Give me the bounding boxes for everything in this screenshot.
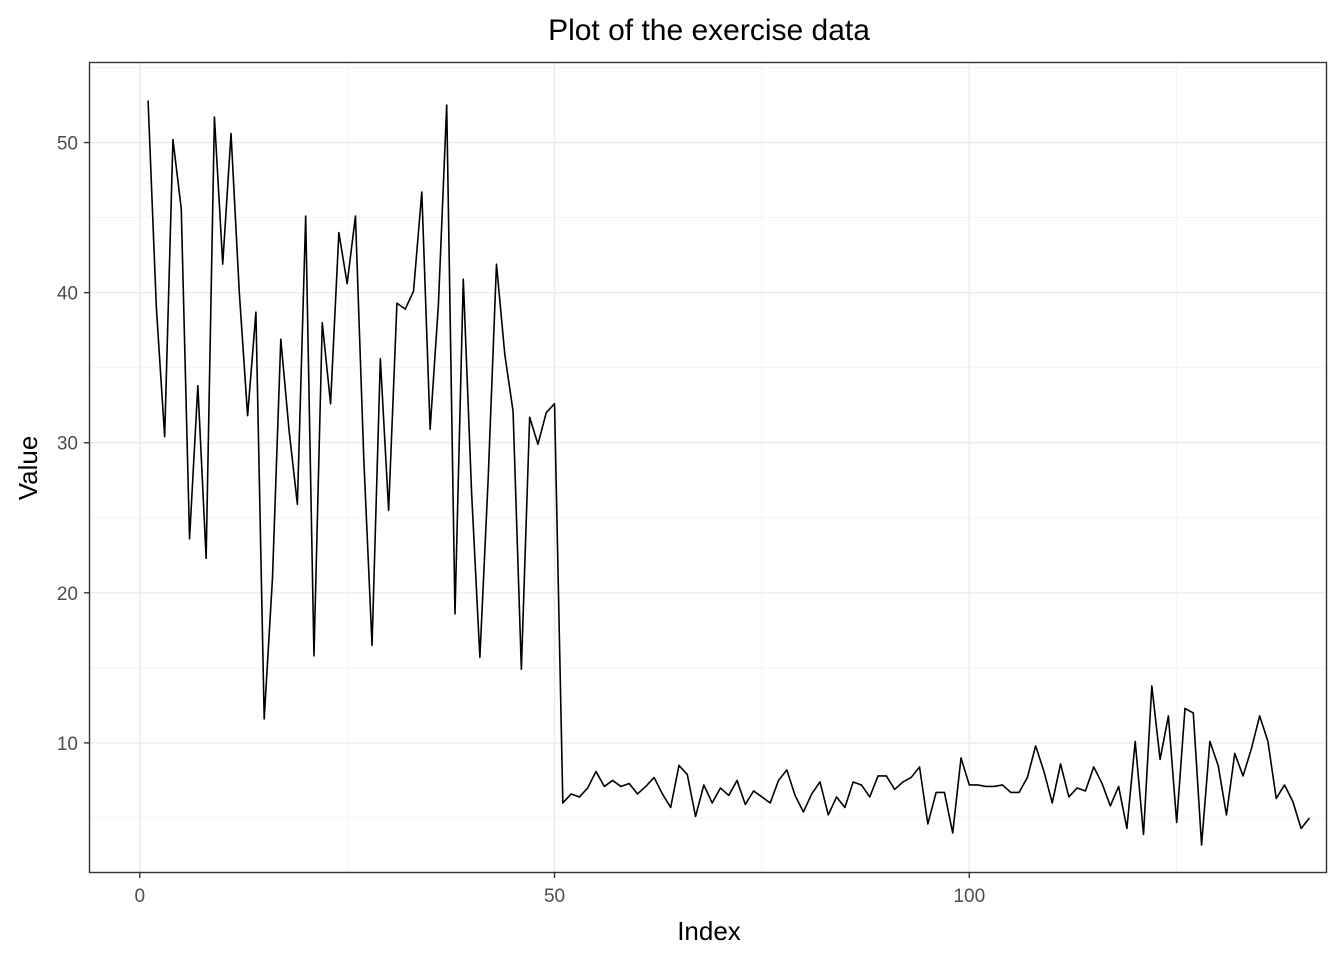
y-tick-label: 20 <box>57 584 78 605</box>
series-line <box>147 100 1311 846</box>
gridlines <box>90 63 1326 872</box>
x-tick-label: 50 <box>544 886 565 907</box>
y-tick-label: 50 <box>57 134 78 155</box>
y-axis: 10 20 30 40 50 <box>57 134 90 755</box>
x-tick-label: 0 <box>134 886 145 907</box>
y-tick-label: 10 <box>57 734 78 755</box>
x-tick-label: 100 <box>953 886 985 907</box>
y-tick-label: 40 <box>57 284 78 305</box>
y-tick-label: 30 <box>57 434 78 455</box>
x-axis-title: Index <box>677 916 741 946</box>
plot-panel-border <box>88 61 1328 874</box>
chart-title: Plot of the exercise data <box>548 14 870 47</box>
y-axis-title: Value <box>13 436 43 501</box>
x-axis: 0 50 100 <box>134 872 985 907</box>
